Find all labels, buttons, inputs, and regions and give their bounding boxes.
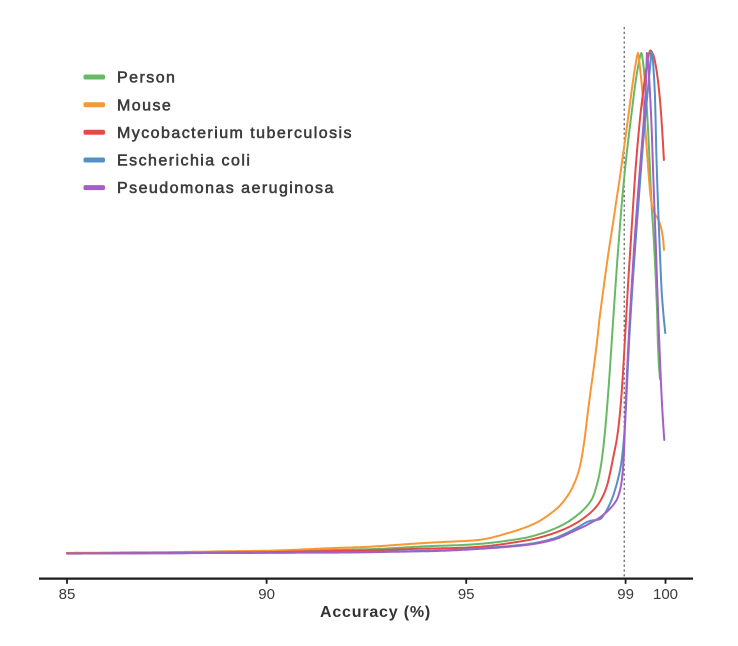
svg-text:95: 95 [458,586,475,603]
svg-text:Mouse: Mouse [117,97,172,114]
svg-text:Pseudomonas aeruginosa: Pseudomonas aeruginosa [117,180,335,197]
svg-text:90: 90 [258,586,275,603]
svg-text:99: 99 [617,586,634,603]
svg-text:Escherichia coli: Escherichia coli [117,153,251,170]
svg-text:100: 100 [653,586,678,603]
svg-text:Accuracy (%): Accuracy (%) [320,604,431,621]
svg-text:Person: Person [117,70,176,87]
svg-text:Mycobacterium tuberculosis: Mycobacterium tuberculosis [117,125,353,142]
svg-text:85: 85 [59,586,76,603]
